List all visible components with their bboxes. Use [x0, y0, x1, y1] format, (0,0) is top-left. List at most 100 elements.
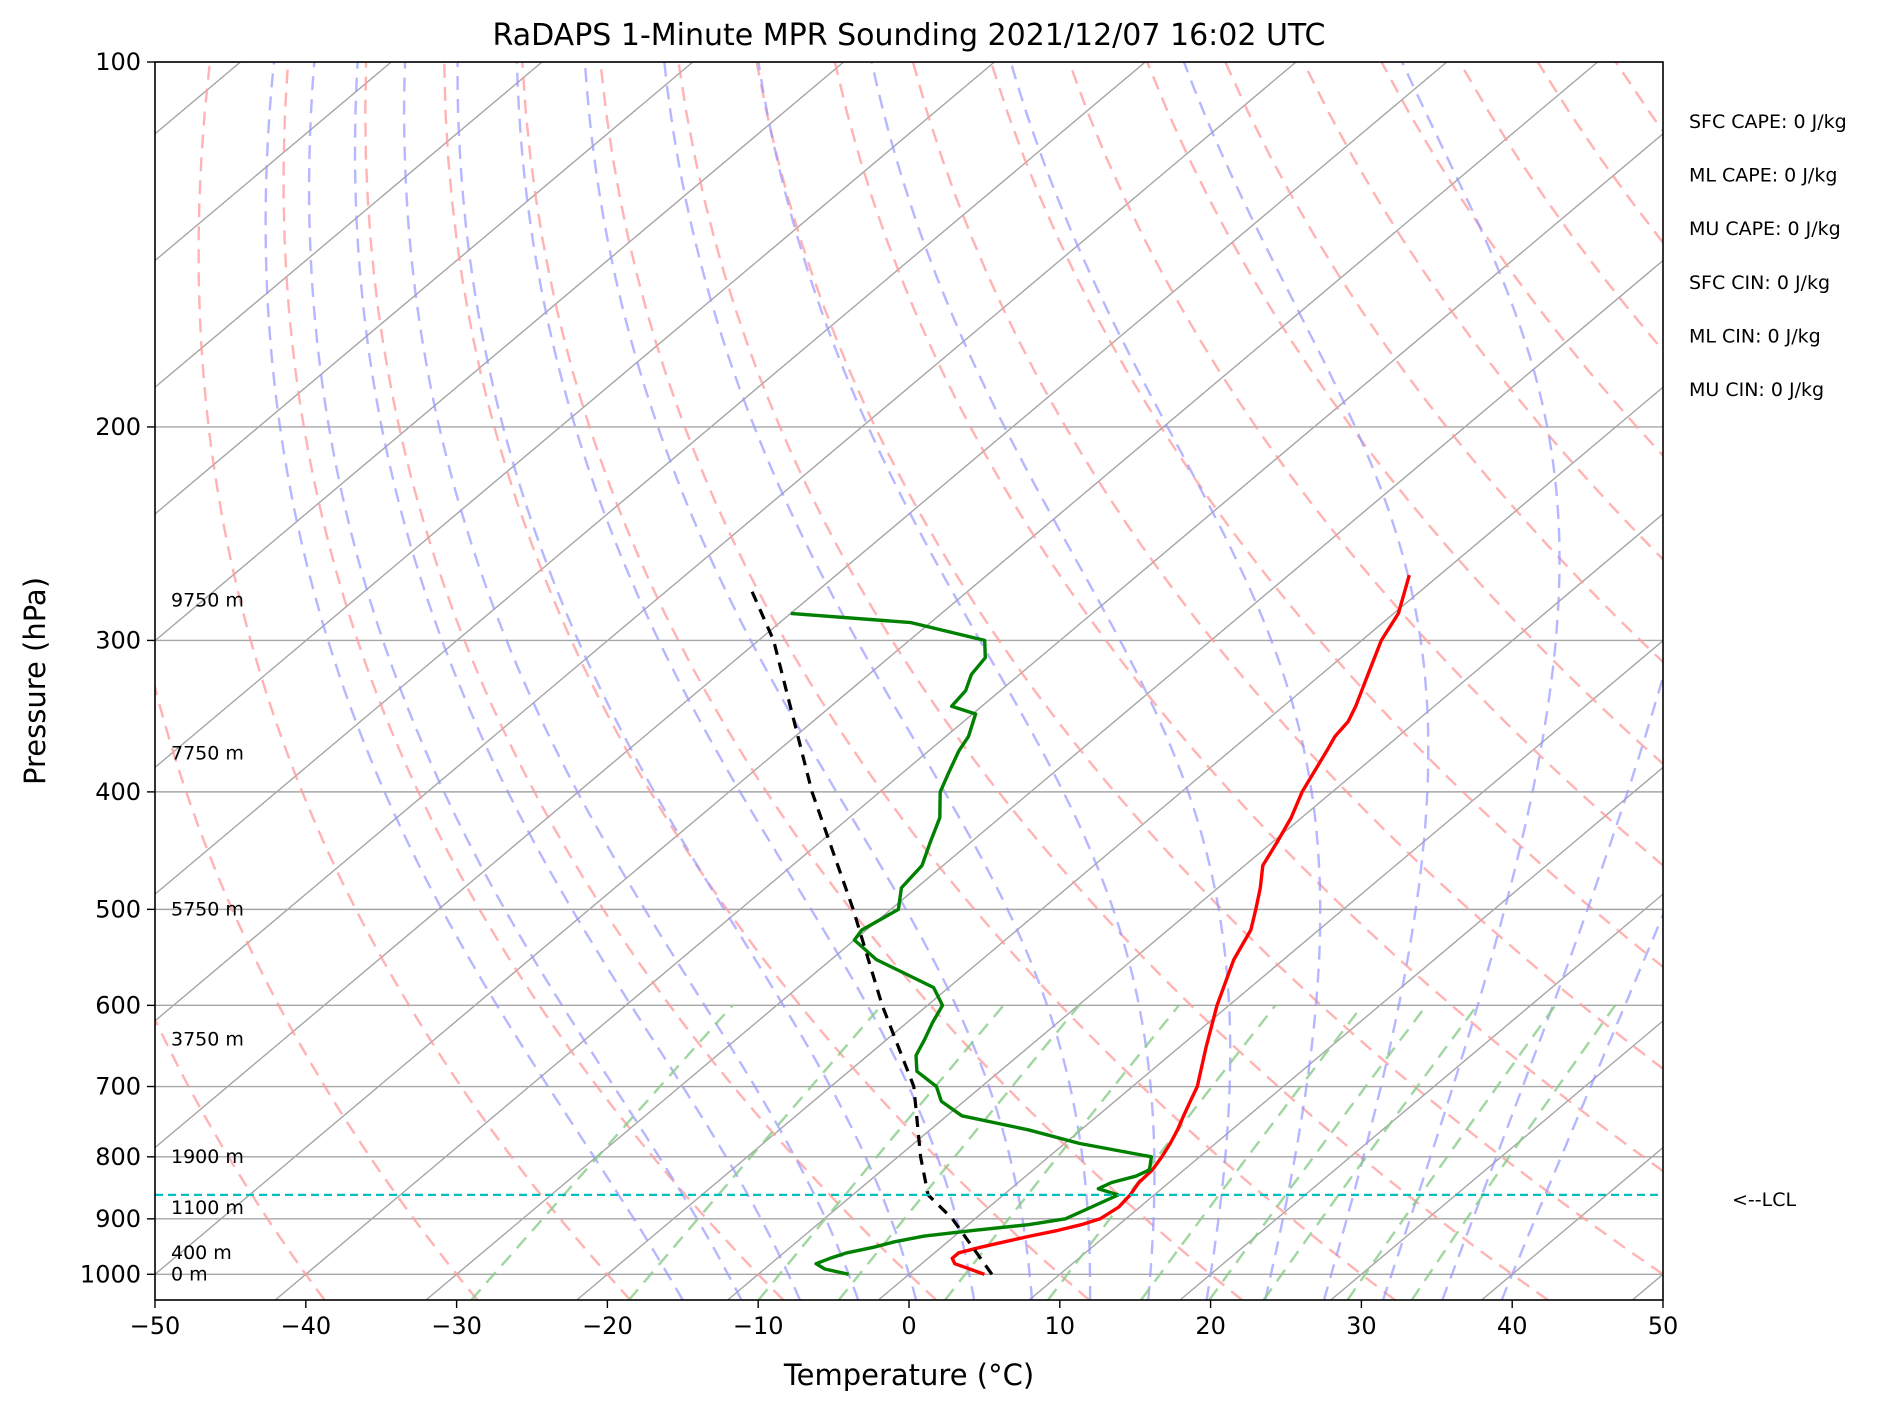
moist-adiabat-line [264, 62, 684, 1300]
isotherm-line [155, 62, 1448, 1149]
isotherm-line [155, 62, 995, 769]
dry-adiabat-line [599, 62, 1396, 1300]
x-axis-label: Temperature (°C) [783, 1358, 1034, 1392]
dry-adiabat-line [989, 62, 1663, 969]
isotherm-line [274, 132, 1663, 1300]
y-tick-label: 300 [95, 626, 141, 654]
height-label: 7750 m [171, 743, 244, 765]
mixing-ratio-line [470, 1004, 734, 1300]
mixing-ratio-line [627, 1004, 883, 1300]
x-tick-label: −50 [130, 1312, 181, 1340]
dry-adiabat-line [282, 62, 785, 1300]
height-label: 9750 m [171, 589, 244, 611]
mixing-ratio-line [1047, 1004, 1277, 1300]
isotherm-line [155, 62, 1599, 1276]
height-label: 0 m [171, 1263, 208, 1285]
y-axis-label: Pressure (hPa) [18, 577, 52, 785]
y-tick-label: 1000 [80, 1260, 141, 1288]
isotherm-line [155, 62, 543, 389]
y-tick-label: 700 [95, 1073, 141, 1101]
isotherm-line [155, 62, 845, 642]
isotherm-line [1028, 766, 1663, 1300]
dry-adiabat-line [1146, 62, 1663, 766]
dry-adiabat-line [155, 682, 479, 1300]
height-label: 400 m [171, 1242, 232, 1264]
x-tick-label: 30 [1346, 1312, 1377, 1340]
mixing-ratio-line [757, 1004, 1005, 1300]
isotherm-line [877, 639, 1663, 1300]
dry-adiabat-line [677, 62, 1549, 1300]
x-tick-label: −20 [582, 1312, 633, 1340]
lcl-label: <--LCL [1732, 1189, 1796, 1211]
temperature-line [950, 574, 1411, 1276]
x-tick-label: 0 [901, 1312, 916, 1340]
isotherm-line [727, 513, 1663, 1300]
mixing-ratio-line [944, 1004, 1180, 1300]
dry-adiabat-line [155, 1016, 326, 1300]
dry-adiabat-line [197, 62, 632, 1300]
y-tick-label: 400 [95, 778, 141, 806]
isotherm-line [1330, 1019, 1663, 1300]
isotherm-line [576, 386, 1663, 1300]
isotherm-line [155, 62, 1297, 1022]
y-axis-ticks: 100 200 300 400 500 600 700 800 900 1000 [80, 48, 155, 1288]
height-label: 3750 m [171, 1028, 244, 1050]
mixing-ratio-line [1140, 1004, 1364, 1300]
dry-adiabat-line [1224, 62, 1663, 664]
mixing-ratio-line [1410, 1004, 1617, 1300]
cape-cin-annotations: SFC CAPE: 0 J/kg ML CAPE: 0 J/kg MU CAPE: … [1689, 111, 1847, 401]
background-lines [155, 62, 1663, 1300]
x-tick-label: 40 [1497, 1312, 1528, 1340]
moist-adiabat-line [1381, 62, 1561, 1300]
moist-adiabat-line [1500, 911, 1663, 1300]
moist-adiabat-line [757, 62, 1156, 1300]
mixing-ratio-line [837, 1004, 1081, 1300]
sounding-lines [155, 574, 1663, 1276]
y-tick-label: 600 [95, 991, 141, 1019]
moist-adiabat-line [456, 62, 918, 1300]
isotherm-line [155, 62, 694, 515]
cape-cin-annotation: MU CIN: 0 J/kg [1689, 379, 1824, 401]
moist-adiabat-line [307, 62, 743, 1300]
moist-adiabat-line [402, 62, 860, 1300]
moist-adiabat-line [1182, 62, 1430, 1300]
dry-adiabat-line [833, 62, 1663, 1173]
height-label: 1100 m [171, 1197, 244, 1219]
cape-cin-annotation: MU CAPE: 0 J/kg [1689, 218, 1841, 240]
dewpoint-line [790, 611, 1154, 1276]
cape-cin-annotation: ML CAPE: 0 J/kg [1689, 165, 1837, 187]
y-tick-label: 800 [95, 1143, 141, 1171]
y-tick-label: 100 [95, 48, 141, 76]
x-tick-label: 10 [1045, 1312, 1076, 1340]
dry-adiabat-line [443, 62, 1090, 1300]
height-label: 5750 m [171, 898, 244, 920]
x-tick-label: −40 [280, 1312, 331, 1340]
cape-cin-annotation: ML CIN: 0 J/kg [1689, 325, 1821, 347]
cape-cin-annotation: SFC CIN: 0 J/kg [1689, 272, 1830, 294]
x-tick-label: 20 [1195, 1312, 1226, 1340]
mixing-ratio-line [1208, 1004, 1428, 1300]
cape-cin-annotation: SFC CAPE: 0 J/kg [1689, 111, 1847, 133]
moist-adiabat-line [870, 62, 1232, 1300]
isotherm-line [425, 259, 1663, 1300]
height-label: 1900 m [171, 1146, 244, 1168]
chart-title: RaDAPS 1-Minute MPR Sounding 2021/12/07 … [493, 18, 1326, 53]
y-tick-label: 500 [95, 895, 141, 923]
dry-adiabat-line [911, 62, 1663, 1071]
isotherm-line [1179, 893, 1663, 1300]
x-axis-ticks: −50 −40 −30 −20 −10 0 10 20 30 40 50 [130, 1300, 1679, 1340]
dry-adiabat-line [755, 62, 1663, 1276]
x-tick-label: −30 [431, 1312, 482, 1340]
moist-adiabat-line [353, 62, 802, 1300]
mixing-ratio-line [1346, 1004, 1557, 1300]
x-tick-label: −10 [733, 1312, 784, 1340]
y-tick-label: 900 [95, 1205, 141, 1233]
moist-adiabat-line [583, 62, 1034, 1300]
x-tick-label: 50 [1648, 1312, 1679, 1340]
mixing-ratio-line [1262, 1004, 1478, 1300]
isotherm-line [155, 62, 1146, 896]
y-tick-label: 200 [95, 413, 141, 441]
moist-adiabat-line [663, 62, 1092, 1300]
